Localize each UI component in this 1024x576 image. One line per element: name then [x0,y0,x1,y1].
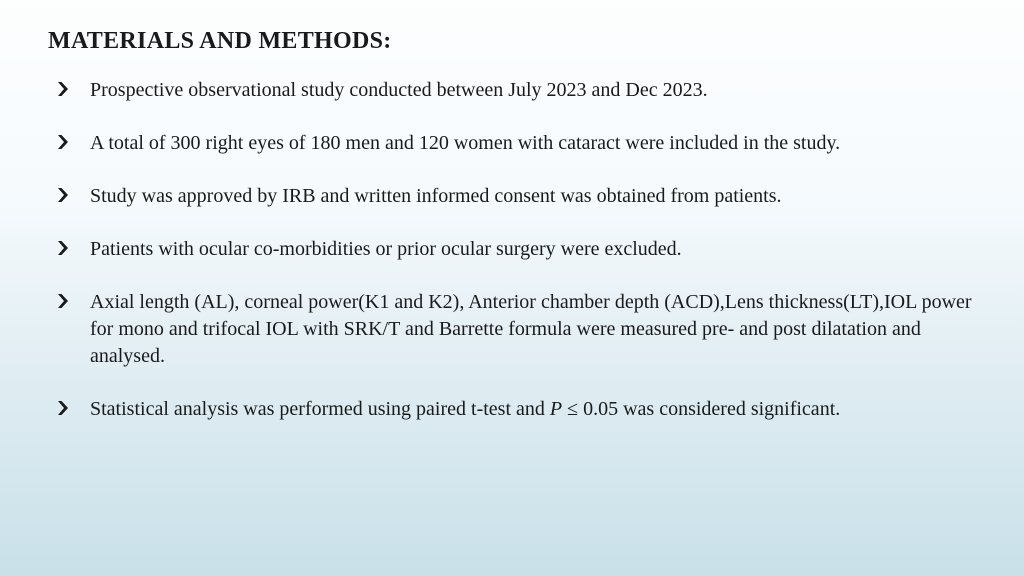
list-item: Study was approved by IRB and written in… [56,183,976,210]
italic-p: P [550,398,562,420]
text-run: ≤ 0.05 was considered significant. [562,398,840,420]
list-item: Statistical analysis was performed using… [56,396,976,423]
list-item: Prospective observational study conducte… [56,77,976,104]
text-run: Statistical analysis was performed using… [90,398,550,420]
section-heading: MATERIALS AND METHODS: [48,28,976,55]
list-item: A total of 300 right eyes of 180 men and… [56,130,976,157]
list-item: Axial length (AL), corneal power(K1 and … [56,289,976,370]
bullet-list: Prospective observational study conducte… [48,77,976,423]
list-item: Patients with ocular co-morbidities or p… [56,236,976,263]
